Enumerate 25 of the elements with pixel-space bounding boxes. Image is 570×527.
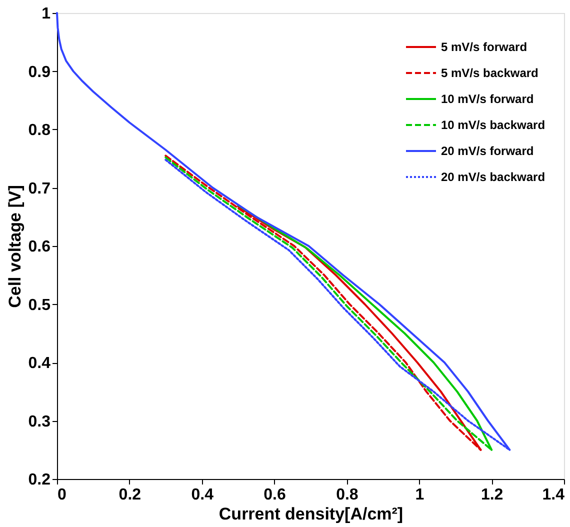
legend-label: 10 mV/s backward bbox=[441, 118, 546, 132]
legend-label: 10 mV/s forward bbox=[441, 92, 534, 106]
x-tick-label: 1.4 bbox=[542, 486, 565, 504]
x-tick-label: 0.8 bbox=[336, 486, 358, 504]
y-tick-label: 0.7 bbox=[28, 180, 51, 198]
x-axis-title: Current density[A/cm²] bbox=[218, 504, 404, 524]
x-tick-label: 0.4 bbox=[191, 486, 214, 504]
y-axis-title: Cell voltage [V] bbox=[5, 185, 24, 308]
x-tick-label: 1 bbox=[415, 486, 424, 504]
y-tick-label: 0.5 bbox=[28, 296, 51, 314]
y-tick-label: 0.2 bbox=[28, 472, 51, 488]
x-tick-label: 1.2 bbox=[480, 486, 504, 504]
legend-label: 20 mV/s forward bbox=[441, 144, 534, 158]
y-tick-label: 0.9 bbox=[28, 64, 51, 81]
legend-label: 5 mV/s backward bbox=[441, 66, 538, 80]
y-tick-label: 0.4 bbox=[28, 355, 51, 372]
y-tick-label: 1 bbox=[42, 6, 51, 22]
y-tick-label: 0.8 bbox=[28, 122, 51, 139]
x-tick-label: 0.6 bbox=[264, 486, 286, 504]
legend-label: 20 mV/s backward bbox=[441, 170, 546, 184]
y-tick-label: 0.6 bbox=[28, 238, 51, 256]
y-tick-label: 0.3 bbox=[28, 413, 51, 430]
legend-label: 5 mV/s forward bbox=[441, 40, 528, 54]
x-tick-label: 0.2 bbox=[118, 486, 142, 504]
x-tick-label: 0 bbox=[58, 486, 66, 504]
